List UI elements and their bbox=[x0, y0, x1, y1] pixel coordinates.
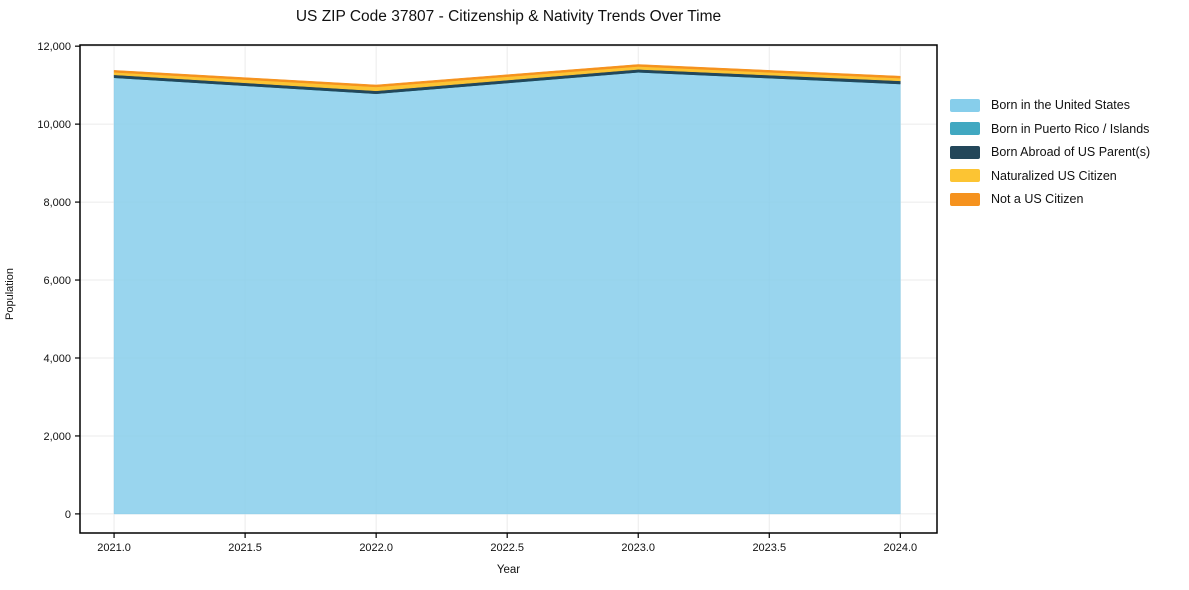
legend-swatch bbox=[950, 145, 980, 159]
x-tick-label: 2021.5 bbox=[228, 542, 262, 554]
legend-swatch bbox=[950, 98, 980, 112]
x-tick-label: 2024.0 bbox=[883, 542, 917, 554]
y-tick-label: 6,000 bbox=[43, 275, 71, 287]
legend-swatch bbox=[950, 122, 980, 135]
area-band-4 bbox=[113, 64, 901, 88]
plot-border bbox=[79, 44, 938, 534]
y-axis-label: Population bbox=[4, 268, 16, 320]
legend-label: Naturalized US Citizen bbox=[991, 168, 1117, 183]
chart-title: US ZIP Code 37807 - Citizenship & Nativi… bbox=[295, 8, 722, 25]
x-tick-label: 2022.0 bbox=[359, 542, 393, 554]
legend-item: Not a US Citizen bbox=[950, 192, 1150, 206]
legend: Born in the United States Born in Puerto … bbox=[950, 98, 1150, 206]
legend-item: Born Abroad of US Parent(s) bbox=[950, 145, 1150, 159]
y-tick-label: 4,000 bbox=[43, 353, 71, 365]
legend-swatch bbox=[950, 192, 980, 206]
y-tick-label: 2,000 bbox=[43, 431, 71, 443]
y-tick-label: 8,000 bbox=[43, 197, 71, 209]
legend-item: Born in the United States bbox=[950, 98, 1150, 112]
legend-item: Naturalized US Citizen bbox=[950, 169, 1150, 183]
legend-label: Born in the United States bbox=[991, 98, 1130, 112]
x-tick-label: 2021.0 bbox=[97, 542, 131, 554]
y-tick-label: 10,000 bbox=[37, 119, 71, 131]
y-tick-label: 0 bbox=[65, 509, 71, 521]
legend-swatch bbox=[950, 169, 980, 182]
legend-label: Not a US Citizen bbox=[991, 192, 1084, 206]
area-band-0 bbox=[113, 72, 901, 515]
x-tick-label: 2023.0 bbox=[621, 542, 655, 554]
x-axis-label: Year bbox=[496, 564, 521, 576]
x-tick-label: 2022.5 bbox=[490, 542, 524, 554]
y-tick-label: 12,000 bbox=[37, 41, 71, 53]
legend-label: Born in Puerto Rico / Islands bbox=[991, 121, 1150, 136]
x-tick-label: 2023.5 bbox=[752, 542, 786, 554]
legend-label: Born Abroad of US Parent(s) bbox=[991, 145, 1151, 159]
legend-item: Born in Puerto Rico / Islands bbox=[950, 122, 1150, 136]
